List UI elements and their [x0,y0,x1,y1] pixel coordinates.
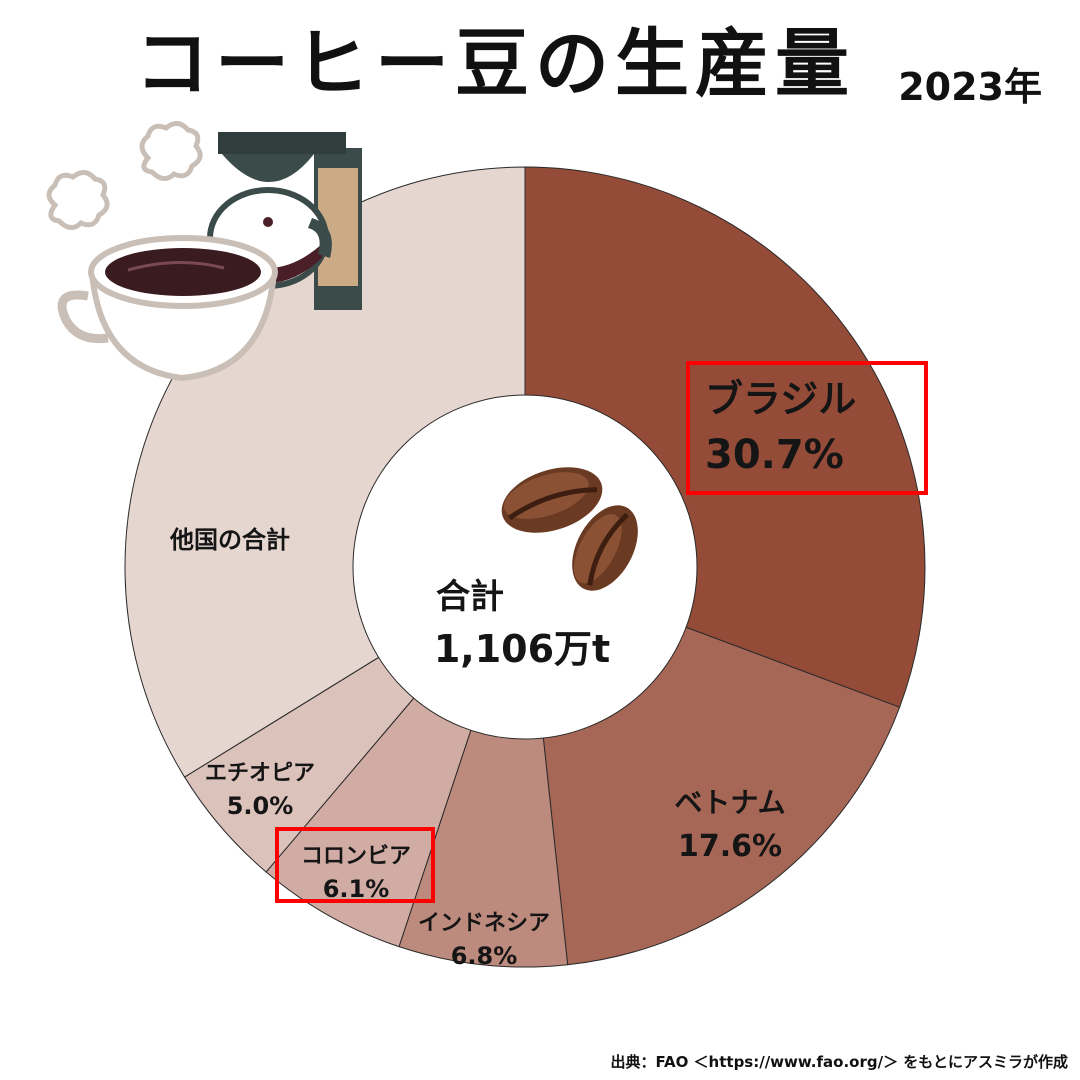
slice-value-label: 6.8% [451,942,518,970]
slice-name-label: エチオピア [205,761,315,786]
coffee-beans-icon [501,467,638,591]
slice-value-label: 6.1% [323,875,390,903]
year-label: 2023年 [898,65,1042,109]
slice-labels: ブラジル 30.7% ベトナム 17.6% インドネシア 6.8% コロンビア 6.1% エチオ… [169,377,856,970]
slice-name-label: コロンビア [301,844,411,869]
highlight-box [275,827,435,903]
chart-title: コーヒー豆の生産量 [135,21,855,107]
slice-name-label: 他国の合計 [169,526,290,554]
slice-name-label: インドネシア [418,911,550,936]
coffee-cup-icon [57,235,278,382]
slice-value-label: 5.0% [227,792,294,820]
coffee-illustration [46,121,362,382]
highlight-boxes [275,361,928,903]
slice-value-label: 30.7% [705,432,844,478]
highlight-box [686,361,928,495]
center-total-label: 合計 [436,577,504,617]
source-note: 出典：FAO ＜https://www.fao.org/＞ をもとにアスミラが作… [610,1053,1068,1071]
slice-name-label: ブラジル [705,377,856,421]
steam-icon [46,121,203,230]
center-total-value: 1,106万t [434,627,610,671]
slice-value-label: 17.6% [678,829,782,864]
donut-hole [352,394,698,740]
slice-name-label: ベトナム [674,786,785,819]
